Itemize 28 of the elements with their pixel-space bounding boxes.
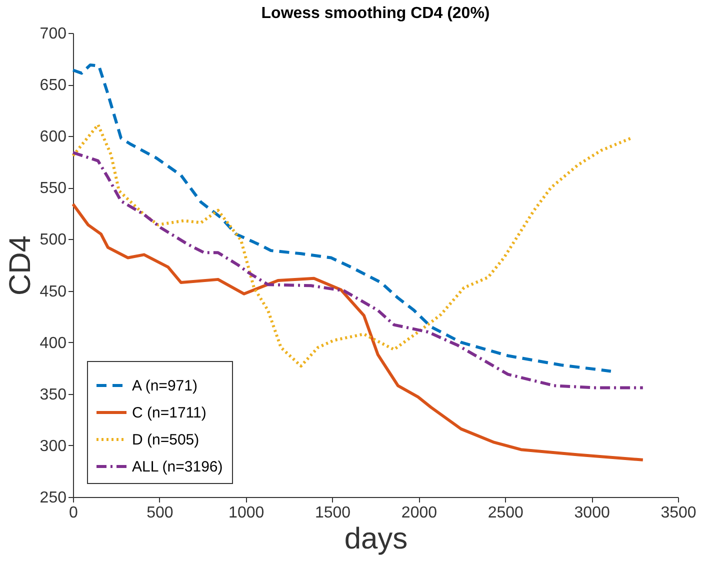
y-tick-label: 300 bbox=[40, 438, 67, 455]
legend-label: C (n=1711) bbox=[132, 404, 206, 422]
legend-label: A (n=971) bbox=[132, 378, 198, 394]
y-axis-title: CD4 bbox=[4, 235, 37, 296]
y-tick-label: 700 bbox=[40, 26, 67, 42]
y-tick-label: 500 bbox=[40, 232, 67, 249]
line-series bbox=[72, 63, 612, 373]
y-tick-label: 600 bbox=[40, 128, 67, 146]
line-series bbox=[72, 123, 632, 368]
x-tick-label: 3500 bbox=[660, 504, 696, 522]
x-tick-label: 0 bbox=[69, 504, 78, 522]
x-tick-label: 500 bbox=[146, 504, 174, 522]
y-tick-label: 400 bbox=[40, 334, 67, 352]
legend-label: D (n=505) bbox=[132, 432, 200, 448]
y-tick-label: 350 bbox=[40, 386, 67, 404]
x-axis-title: days bbox=[344, 522, 408, 556]
line-series bbox=[72, 202, 644, 462]
x-tick-label: 1500 bbox=[314, 504, 351, 522]
x-tick-label: 2000 bbox=[401, 504, 438, 522]
y-tick-label: 650 bbox=[40, 77, 67, 94]
legend-label: ALL (n=3196) bbox=[132, 458, 223, 476]
y-tick-label: 450 bbox=[40, 283, 67, 300]
y-tick-label: 250 bbox=[40, 490, 67, 506]
x-tick-label: 3000 bbox=[574, 504, 610, 522]
chart-title: Lowess smoothing CD4 (20%) bbox=[261, 5, 490, 22]
x-tick-label: 2500 bbox=[488, 504, 524, 522]
x-tick-label: 1000 bbox=[228, 504, 264, 522]
y-tick-label: 550 bbox=[40, 180, 67, 198]
